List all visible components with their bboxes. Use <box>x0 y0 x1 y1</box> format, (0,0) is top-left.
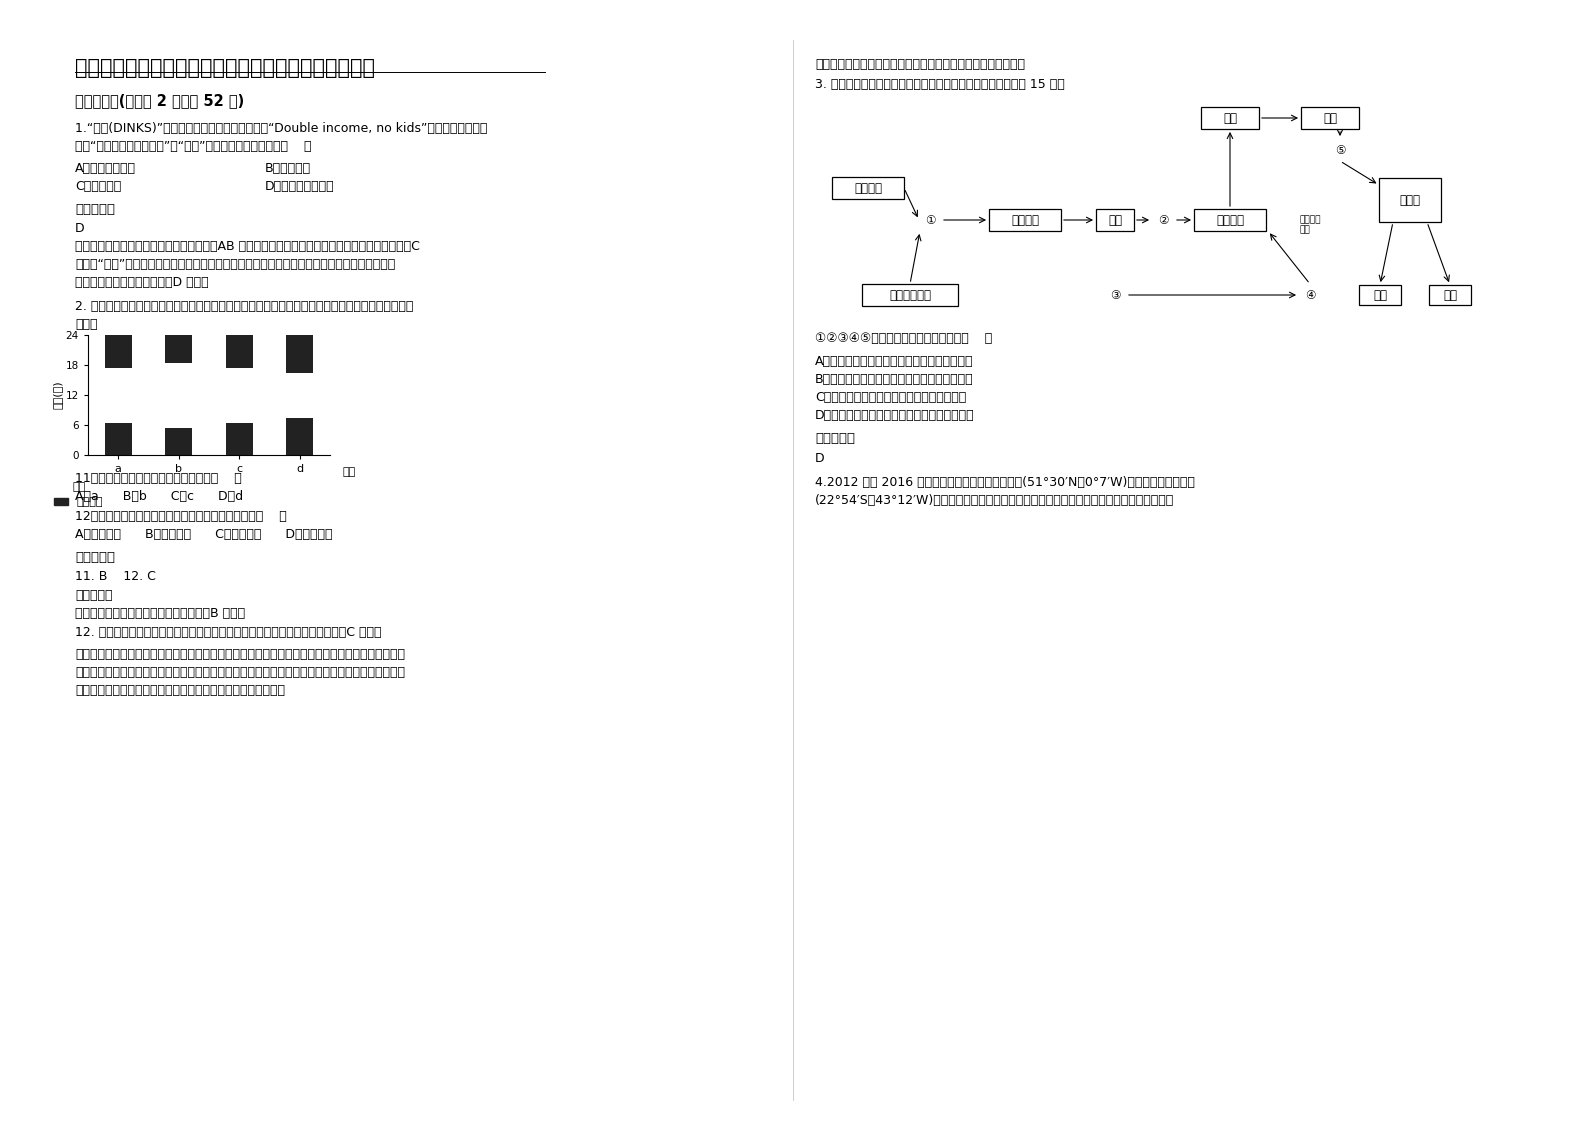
Text: ③: ③ <box>1109 288 1120 302</box>
Text: A．传统农业文化: A．传统农业文化 <box>75 162 136 175</box>
FancyBboxPatch shape <box>862 284 959 306</box>
Text: ②: ② <box>1159 213 1168 227</box>
FancyBboxPatch shape <box>1301 107 1358 129</box>
Text: 夏至时昼最长，因此路灯照明时间最短，B 正确。: 夏至时昼最长，因此路灯照明时间最短，B 正确。 <box>75 607 244 620</box>
Text: D．现代大城市文化: D．现代大城市文化 <box>265 180 335 193</box>
Circle shape <box>1105 284 1127 306</box>
Text: 销售: 销售 <box>1224 111 1236 125</box>
Text: 球昼长夜短，纬度越高昼越长，北极点附近出现极昼。夏（冬）至日太阳直射点在北（南）回归线，: 球昼长夜短，纬度越高昼越长，北极点附近出现极昼。夏（冬）至日太阳直射点在北（南）… <box>75 666 405 679</box>
Circle shape <box>1300 284 1320 306</box>
Text: 错误；“丁克”家庭是现代大城市中存在的一种社会文化现象，与家庭成员的受教育状况、经济收: 错误；“丁克”家庭是现代大城市中存在的一种社会文化现象，与家庭成员的受教育状况、… <box>75 258 395 272</box>
Text: 2. 城市路灯的照明时间受自然条件影响。下图示意重庆市某年二分二至路灯照明时间。据此回答下面: 2. 城市路灯的照明时间受自然条件影响。下图示意重庆市某年二分二至路灯照明时间。… <box>75 300 413 313</box>
Text: B．宗教文化: B．宗教文化 <box>265 162 311 175</box>
Text: 试题分析：: 试题分析： <box>75 589 113 603</box>
Text: ④: ④ <box>1305 288 1316 302</box>
Text: 一、选择题(每小题 2 分，共 52 分): 一、选择题(每小题 2 分，共 52 分) <box>75 93 244 108</box>
FancyBboxPatch shape <box>1379 178 1441 222</box>
FancyBboxPatch shape <box>1201 107 1258 129</box>
Text: 秸秆: 秸秆 <box>1108 213 1122 227</box>
Text: 入、个人价值观等息息相关，D 正确。: 入、个人价值观等息息相关，D 正确。 <box>75 276 208 289</box>
Text: 参考答案：: 参考答案： <box>816 432 855 445</box>
Text: 北（南）半球昼长达一年中最大值，北（南）极圈内出现极昼。: 北（南）半球昼长达一年中最大值，北（南）极圈内出现极昼。 <box>816 58 1025 71</box>
Text: 沼渣: 沼渣 <box>1443 288 1457 302</box>
Text: 传统农业文化与宗教文化一般都提倡生育，AB 错误；欧美文化宣扬自由民主，但并非不提倡生育，C: 传统农业文化与宗教文化一般都提倡生育，AB 错误；欧美文化宣扬自由民主，但并非不… <box>75 240 421 252</box>
Circle shape <box>919 209 941 231</box>
FancyBboxPatch shape <box>1097 209 1135 231</box>
Text: ①: ① <box>925 213 935 227</box>
Text: 作物种植: 作物种植 <box>1011 213 1039 227</box>
Text: 3. 下图为我国某地区农业科技园区循环经济模式图。读图回答 15 题。: 3. 下图为我国某地区农业科技园区循环经济模式图。读图回答 15 题。 <box>816 79 1065 91</box>
Circle shape <box>1152 209 1174 231</box>
Text: 沼气: 沼气 <box>1373 288 1387 302</box>
Text: 北（南）半球昼长达一年中最大值，北（南）极圈内出现极昼。: 北（南）半球昼长达一年中最大值，北（南）极圈内出现极昼。 <box>75 684 286 697</box>
Text: 11. B    12. C: 11. B 12. C <box>75 570 156 583</box>
Text: 沼气池: 沼气池 <box>1400 193 1420 206</box>
Circle shape <box>1328 139 1351 160</box>
FancyBboxPatch shape <box>832 177 905 199</box>
Text: 冰雪融水: 冰雪融水 <box>854 182 882 194</box>
Text: D: D <box>75 222 84 234</box>
FancyBboxPatch shape <box>989 209 1062 231</box>
Text: 小题。: 小题。 <box>75 318 97 331</box>
Text: D: D <box>816 452 825 465</box>
Text: 农业技术研究: 农业技术研究 <box>889 288 932 302</box>
Text: D．水窖集雨、饲料加工、供暖、肥料、废弃物: D．水窖集雨、饲料加工、供暖、肥料、废弃物 <box>816 410 974 422</box>
Text: ⑤: ⑤ <box>1335 144 1346 156</box>
Text: 12．造成重庆市路灯照明时间季节变化的主要原因是（    ）: 12．造成重庆市路灯照明时间季节变化的主要原因是（ ） <box>75 511 287 523</box>
Text: 4.2012 年和 2016 年的夏季奥运会分别在英国伦敦(51°30′N，0°7′W)和巴西的里约热内卢: 4.2012 年和 2016 年的夏季奥运会分别在英国伦敦(51°30′N，0°… <box>816 476 1195 489</box>
Text: A．a      B．b      C．c      D．d: A．a B．b C．c D．d <box>75 490 243 503</box>
Text: 参考答案：: 参考答案： <box>75 551 114 564</box>
Text: C．种苗培育、水窖集雨、净化、废气、饲料: C．种苗培育、水窖集雨、净化、废气、饲料 <box>816 390 966 404</box>
Text: 加工: 加工 <box>1324 111 1336 125</box>
Text: C．欧美文化: C．欧美文化 <box>75 180 121 193</box>
Text: 11．下图四个日期中，对应夏至日的是（    ）: 11．下图四个日期中，对应夏至日的是（ ） <box>75 472 241 485</box>
FancyBboxPatch shape <box>1193 209 1266 231</box>
Text: (22°54′S，43°12′W)举行，下面甲乙两图分别是当地的气候资料统计图。据此完成下面小题。: (22°54′S，43°12′W)举行，下面甲乙两图分别是当地的气候资料统计图。… <box>816 494 1174 507</box>
Text: ①②③④⑤的含义符合该循环系统的是（    ）: ①②③④⑤的含义符合该循环系统的是（ ） <box>816 332 992 344</box>
Text: 12. 路灯照明时间季节变化的原因是昼夜长短的季节变化，是地球公转引起的，C 正确。: 12. 路灯照明时间季节变化的原因是昼夜长短的季节变化，是地球公转引起的，C 正… <box>75 626 381 640</box>
FancyBboxPatch shape <box>1428 285 1471 305</box>
Text: 科技成果
转化: 科技成果 转化 <box>1300 215 1322 234</box>
Text: 湖北省鄂州市陶塘中学高一地理下学期期末试卷含解析: 湖北省鄂州市陶塘中学高一地理下学期期末试卷含解析 <box>75 58 375 79</box>
FancyBboxPatch shape <box>1358 285 1401 305</box>
Text: 【知识拓展】昼夜长短的变化规律：二分日全球昼夜平分；太阳直射点在北（南）半球，北（南）半: 【知识拓展】昼夜长短的变化规律：二分日全球昼夜平分；太阳直射点在北（南）半球，北… <box>75 649 405 661</box>
Text: 畜禽养殖: 畜禽养殖 <box>1216 213 1244 227</box>
Text: 义是“双份收入，不要孩子”。“丁克”家庭反映的地域文化是（    ）: 义是“双份收入，不要孩子”。“丁克”家庭反映的地域文化是（ ） <box>75 140 311 153</box>
Text: 1.“丁克(DINKS)”家庭，也称自愿不生育家庭，是“Double income, no kids”缩写的音译，其含: 1.“丁克(DINKS)”家庭，也称自愿不生育家庭，是“Double incom… <box>75 122 487 135</box>
Text: B．水窖集雨、饲料加工、供暖、废弃物、肥料: B．水窖集雨、饲料加工、供暖、废弃物、肥料 <box>816 373 974 386</box>
Text: A．天气变化      B．地球自转      C．地球公转      D．太阳运动: A．天气变化 B．地球自转 C．地球公转 D．太阳运动 <box>75 528 333 541</box>
Text: 参考答案：: 参考答案： <box>75 203 114 217</box>
Text: A．种苗培育、饲料加工、排放、废弃物、饲料: A．种苗培育、饲料加工、排放、废弃物、饲料 <box>816 355 973 368</box>
